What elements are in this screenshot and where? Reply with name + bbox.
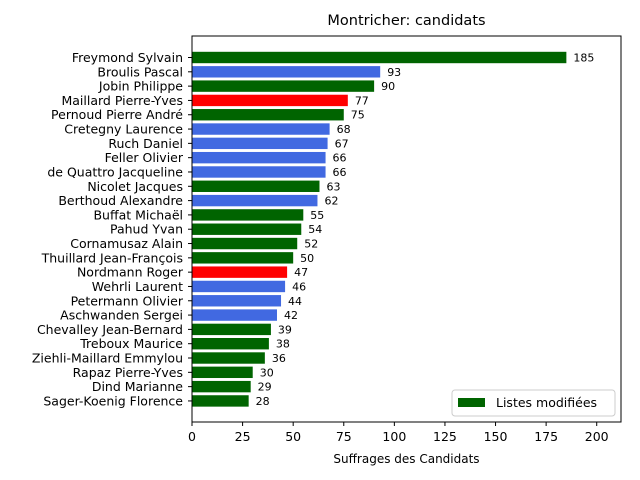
bar-value-label: 68	[337, 123, 351, 136]
y-tick-label: de Quattro Jacqueline	[47, 164, 183, 179]
y-tick-label: Sager-Koenig Florence	[43, 393, 183, 408]
bar-value-label: 77	[355, 94, 369, 107]
y-tick-label: Rapaz Pierre-Yves	[73, 365, 183, 380]
y-tick-label: Cretegny Laurence	[64, 122, 183, 137]
bar-value-label: 66	[333, 166, 347, 179]
y-tick-label: Cornamusaz Alain	[70, 236, 183, 251]
x-tick-label: 150	[484, 429, 508, 444]
plot-frame	[191, 35, 622, 423]
chart-title: Montricher: candidats	[327, 13, 485, 29]
bar	[192, 309, 277, 321]
bar-value-label: 50	[300, 252, 314, 265]
legend: Listes modifiées	[451, 389, 616, 417]
y-tick-label: Chevalley Jean-Bernard	[37, 322, 183, 337]
bar-value-label: 52	[304, 238, 318, 251]
bar	[192, 266, 288, 278]
bar	[192, 80, 375, 92]
bar-value-label: 66	[333, 152, 347, 165]
legend-label: Listes modifiées	[496, 395, 597, 410]
y-tick-label: Feller Olivier	[105, 150, 184, 165]
y-tick-label: Wehrli Laurent	[92, 279, 183, 294]
y-tick-label: Jobin Philippe	[98, 79, 183, 94]
x-tick-label: 0	[188, 429, 196, 444]
y-tick-label: Petermann Olivier	[71, 293, 184, 308]
bar-value-label: 185	[573, 52, 594, 65]
y-tick-label: Broulis Pascal	[97, 64, 183, 79]
bar-value-label: 38	[276, 338, 290, 351]
y-tick-label: Dind Marianne	[92, 379, 183, 394]
bar-value-label: 54	[308, 223, 322, 236]
bar	[192, 194, 318, 207]
bar	[192, 395, 249, 407]
bar-value-label: 42	[284, 309, 298, 322]
y-tick-label: Aschwanden Sergei	[60, 308, 183, 323]
bars-layer: 1859390777568676666636255545250474644423…	[192, 52, 594, 408]
y-tick-label: Nordmann Roger	[77, 265, 184, 280]
bar-value-label: 47	[294, 266, 308, 279]
y-tick-label: Maillard Pierre-Yves	[61, 93, 183, 108]
bar	[192, 51, 567, 64]
bar-value-label: 29	[258, 381, 272, 394]
y-tick-label: Ziehli-Maillard Emmylou	[32, 351, 183, 366]
bar	[192, 380, 251, 393]
bar	[192, 366, 253, 379]
bar	[192, 166, 326, 178]
bar	[192, 123, 330, 135]
bar-value-label: 75	[351, 109, 365, 122]
x-tick-label: 200	[585, 429, 609, 444]
y-tick-label: Buffat Michaël	[93, 207, 183, 222]
bar-value-label: 39	[278, 323, 292, 336]
y-tick-label: Ruch Daniel	[108, 136, 183, 151]
bar	[192, 295, 282, 307]
y-tick-label: Treboux Maurice	[79, 336, 183, 351]
bar-value-label: 44	[288, 295, 302, 308]
bar-value-label: 36	[272, 352, 286, 365]
bar	[192, 209, 304, 221]
bar	[192, 66, 381, 78]
x-tick-label: 175	[534, 429, 558, 444]
bar-value-label: 62	[324, 195, 338, 208]
legend-swatch	[458, 398, 485, 407]
bar	[192, 252, 294, 264]
bar	[192, 323, 271, 336]
legend-box	[451, 389, 616, 417]
x-tick-label: 75	[336, 429, 352, 444]
bar-value-label: 67	[335, 137, 349, 150]
y-tick-label: Freymond Sylvain	[72, 50, 183, 65]
bar	[192, 94, 348, 107]
bar	[192, 109, 344, 121]
y-tick-label: Berthoud Alexandre	[58, 193, 183, 208]
bar-value-label: 63	[326, 180, 340, 193]
x-tick-label: 100	[382, 429, 406, 444]
x-tick-label: 125	[433, 429, 457, 444]
x-tick-label: 50	[285, 429, 301, 444]
y-tick-label: Pernoud Pierre André	[51, 107, 183, 122]
bar-value-label: 55	[310, 209, 324, 222]
y-tick-label: Pahud Yvan	[110, 222, 183, 237]
bar	[192, 137, 328, 150]
bar-value-label: 93	[387, 66, 401, 79]
y-tick-label: Thuillard Jean-François	[41, 250, 183, 265]
bar	[192, 280, 286, 293]
y-tick-label: Nicolet Jacques	[87, 179, 183, 194]
bar-value-label: 28	[256, 395, 270, 408]
bar-value-label: 30	[260, 366, 274, 379]
bar	[192, 180, 320, 192]
bar	[192, 237, 298, 250]
bar-value-label: 46	[292, 280, 306, 293]
bar	[192, 338, 269, 350]
bar-value-label: 90	[381, 80, 395, 93]
bar	[192, 223, 302, 235]
x-axis-label: Suffrages des Candidats	[333, 452, 479, 466]
bar	[192, 352, 265, 364]
x-tick-label: 25	[235, 429, 251, 444]
bar	[192, 151, 326, 164]
